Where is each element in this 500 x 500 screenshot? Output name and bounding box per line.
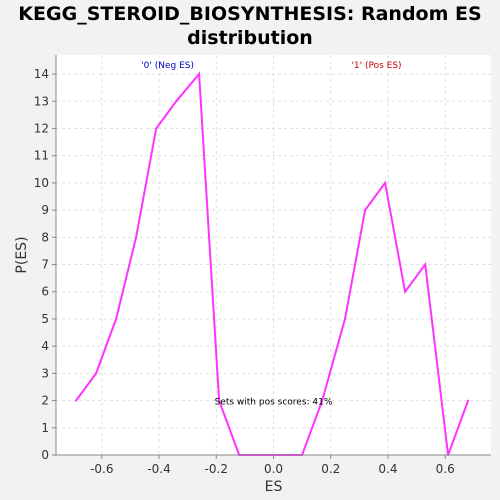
data-point [95, 372, 98, 375]
data-point [404, 290, 407, 293]
data-point [344, 317, 347, 320]
labels: ES P(ES) '0' (Neg ES) '1' (Pos ES) Sets with… [14, 61, 402, 495]
data-point [364, 209, 367, 212]
grid-lines [56, 55, 491, 456]
data-point [175, 100, 178, 103]
y-tick-label: 0 [41, 448, 49, 462]
y-tick-label: 2 [41, 394, 49, 408]
chart-title: KEGG_STEROID_BIOSYNTHESIS: Random ES dis… [18, 3, 482, 49]
region-label: '0' (Neg ES) [141, 61, 194, 71]
data-point [424, 263, 427, 266]
data-point [155, 127, 158, 130]
x-tick-label: 0.4 [378, 462, 397, 476]
y-tick-label: 11 [34, 149, 49, 163]
data-point [198, 73, 201, 76]
data-point [135, 236, 138, 239]
region-label: '1' (Pos ES) [351, 61, 401, 71]
y-tick-label: 4 [41, 339, 49, 353]
data-point [321, 399, 324, 402]
y-tick-label: 7 [41, 258, 49, 272]
x-tick-label: -0.6 [90, 462, 113, 476]
x-tick-label: 0.6 [436, 462, 455, 476]
y-tick-label: 12 [34, 121, 49, 135]
y-tick-label: 9 [41, 203, 49, 217]
data-point [115, 317, 118, 320]
y-tick-label: 8 [41, 230, 49, 244]
y-tick-label: 10 [34, 176, 49, 190]
pos-scores-annotation: Sets with pos scores: 41% [215, 398, 333, 408]
x-tick-label: -0.2 [205, 462, 228, 476]
y-tick-label: 3 [41, 366, 49, 380]
y-tick-label: 5 [41, 312, 49, 326]
y-tick-label: 6 [41, 285, 49, 299]
y-tick-label: 1 [41, 421, 49, 435]
x-axis-label: ES [265, 479, 283, 495]
data-point [218, 399, 221, 402]
x-tick-label: -0.4 [147, 462, 170, 476]
y-axis-label: P(ES) [14, 236, 30, 273]
data-point [384, 181, 387, 184]
data-point [75, 399, 78, 402]
y-tick-label: 13 [34, 94, 49, 108]
data-point [467, 399, 470, 402]
y-tick-label: 14 [34, 67, 49, 81]
x-tick-label: 0.2 [321, 462, 340, 476]
x-tick-label: 0.0 [264, 462, 283, 476]
